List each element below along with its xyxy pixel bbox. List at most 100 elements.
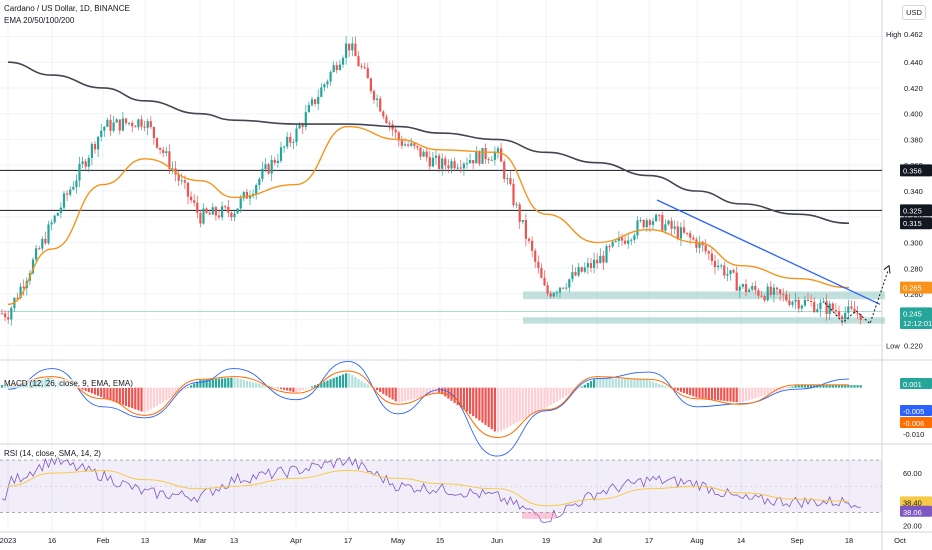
candle-body — [233, 213, 236, 218]
candle-body — [822, 301, 825, 303]
candle-body — [363, 67, 366, 69]
candle-body — [686, 232, 689, 234]
macd-histogram-bar — [503, 387, 506, 430]
candle-body — [360, 66, 363, 68]
candle-body — [376, 98, 379, 100]
candle-body — [825, 301, 828, 314]
macd-histogram-bar — [279, 387, 283, 390]
macd-histogram-bar — [140, 387, 143, 412]
macd-histogram-bar — [152, 387, 155, 408]
macd-histogram-bar — [459, 387, 462, 408]
time-tick: 17 — [645, 536, 653, 545]
candle-body — [221, 206, 224, 218]
candle-body — [270, 159, 273, 174]
candle-body — [577, 267, 580, 276]
macd-histogram-bar — [193, 383, 196, 388]
macd-histogram-bar — [413, 387, 416, 399]
macd-histogram-bar — [853, 385, 856, 388]
macd-histogram-bar — [571, 387, 574, 393]
macd-histogram-bar — [611, 378, 614, 388]
price-marker-value: 0.356 — [903, 166, 922, 175]
candle-body — [7, 317, 10, 320]
candle-body — [403, 144, 407, 146]
macd-histogram-bar — [655, 382, 658, 388]
macd-histogram-bar — [757, 387, 760, 398]
macd-marker-bg — [900, 417, 932, 428]
candle-body — [500, 148, 503, 162]
candle-body — [620, 237, 624, 241]
macd-histogram-bar — [369, 386, 372, 388]
macd-histogram-bar — [577, 387, 580, 389]
macd-histogram-bar — [428, 387, 431, 396]
macd-histogram-bar — [332, 378, 335, 388]
macd-histogram-bar — [608, 378, 611, 388]
candle-body — [295, 128, 298, 143]
macd-histogram-bar — [258, 383, 261, 388]
macd-histogram-bar — [174, 387, 177, 395]
macd-histogram-bar — [171, 387, 174, 397]
candle-body — [695, 239, 698, 248]
candle-body — [524, 220, 527, 239]
macd-histogram-bar — [602, 377, 605, 388]
candle-body — [407, 144, 410, 146]
candle-body — [10, 307, 13, 320]
macd-histogram-bar — [469, 387, 472, 414]
candle-body — [813, 301, 816, 313]
macd-histogram-bar — [121, 387, 124, 405]
candle-body — [639, 219, 642, 221]
candle-body — [286, 136, 289, 147]
macd-histogram-bar — [738, 387, 741, 403]
candle-body — [819, 302, 822, 310]
candle-body — [806, 300, 810, 302]
macd-histogram-bar — [689, 387, 692, 396]
candle-body — [422, 151, 425, 157]
macd-histogram-bar — [462, 387, 465, 410]
candle-body — [459, 167, 462, 169]
candle-body — [800, 305, 803, 309]
price-marker-value: 0.462 — [904, 30, 923, 39]
macd-histogram-bar — [732, 387, 735, 402]
macd-histogram-bar — [837, 385, 841, 388]
macd-histogram-bar — [493, 387, 496, 432]
candle-body — [605, 246, 608, 263]
rsi-tick: 38.06 — [903, 508, 922, 517]
macd-histogram-bar — [376, 387, 379, 391]
macd-histogram-bar — [354, 377, 357, 388]
macd-histogram-bar — [558, 387, 562, 400]
macd-histogram-bar — [788, 387, 791, 389]
candle-body — [388, 123, 391, 125]
macd-histogram-bar — [202, 379, 205, 388]
macd-histogram-bar — [295, 387, 298, 393]
support-zone — [523, 317, 885, 324]
candle-body — [115, 119, 118, 123]
support-zone — [523, 291, 885, 300]
candle-body — [744, 284, 748, 292]
macd-histogram-bar — [394, 387, 397, 402]
time-tick: Apr — [290, 536, 302, 545]
candle-body — [707, 251, 710, 254]
macd-marker-bg — [900, 405, 932, 416]
candle-body — [794, 299, 797, 302]
currency-button[interactable]: USD — [902, 5, 926, 20]
macd-line — [7, 361, 850, 457]
macd-histogram-bar — [186, 387, 190, 388]
macd-histogram-bar — [512, 387, 515, 425]
candle-body — [748, 289, 751, 292]
macd-histogram-bar — [403, 387, 407, 402]
candle-body — [128, 122, 131, 124]
macd-label[interactable]: MACD (12, 26, close, 9, EMA, EMA) — [4, 379, 133, 388]
macd-histogram-bar — [307, 387, 310, 389]
macd-histogram-bar — [239, 379, 242, 388]
macd-histogram-bar — [667, 387, 670, 388]
macd-histogram-bar — [214, 378, 217, 388]
price-marker-bg — [900, 217, 932, 230]
ema-legend[interactable]: EMA 20/50/100/200 — [4, 16, 75, 25]
macd-histogram-bar — [128, 387, 131, 408]
macd-histogram-bar — [112, 387, 115, 402]
time-tick: 16 — [48, 536, 56, 545]
macd-histogram-bar — [298, 387, 301, 392]
candle-body — [441, 158, 444, 169]
macd-histogram-bar — [527, 387, 531, 417]
time-tick: Aug — [690, 536, 703, 545]
